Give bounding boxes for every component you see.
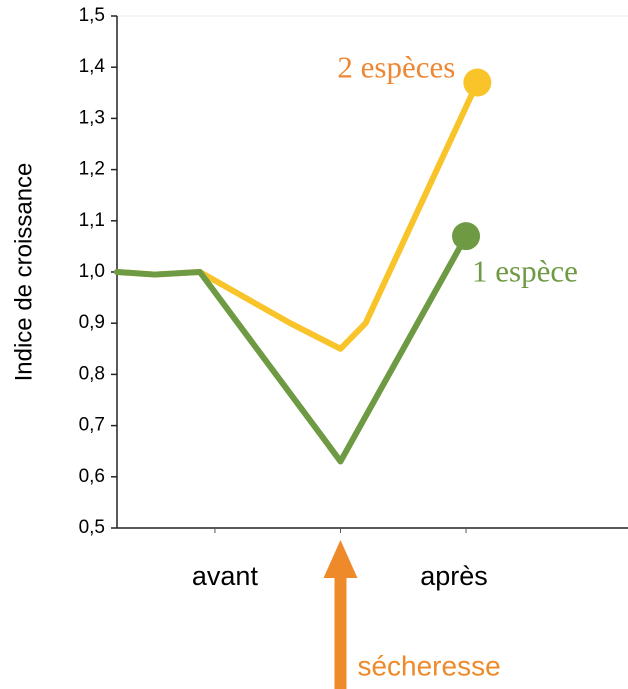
y-tick-label: 0,8 bbox=[79, 363, 105, 384]
y-tick-label: 1,1 bbox=[79, 210, 105, 231]
series-label: 2 espèces bbox=[337, 50, 455, 85]
y-tick-label: 0,7 bbox=[79, 415, 105, 436]
end-marker bbox=[463, 68, 492, 97]
y-tick-label: 1,5 bbox=[79, 5, 105, 26]
y-tick-label: 0,9 bbox=[79, 312, 105, 333]
y-tick-label: 1,3 bbox=[79, 107, 105, 128]
y-tick-label: 0,6 bbox=[79, 466, 105, 487]
annotation-label: sécheresse bbox=[357, 650, 500, 681]
y-tick-label: 1,0 bbox=[79, 261, 105, 282]
y-tick-label: 0,5 bbox=[79, 517, 105, 538]
arrow-shaft bbox=[334, 570, 347, 689]
end-marker bbox=[452, 222, 481, 251]
x-tick-label: après bbox=[420, 561, 488, 591]
arrow-head bbox=[323, 540, 358, 578]
y-tick-label: 1,4 bbox=[79, 56, 106, 77]
line bbox=[114, 233, 470, 465]
x-tick-label: avant bbox=[192, 561, 259, 591]
y-tick-label: 1,2 bbox=[79, 159, 105, 180]
series-label: 1 espèce bbox=[472, 253, 578, 288]
y-axis-label: Indice de croissance bbox=[10, 163, 37, 382]
